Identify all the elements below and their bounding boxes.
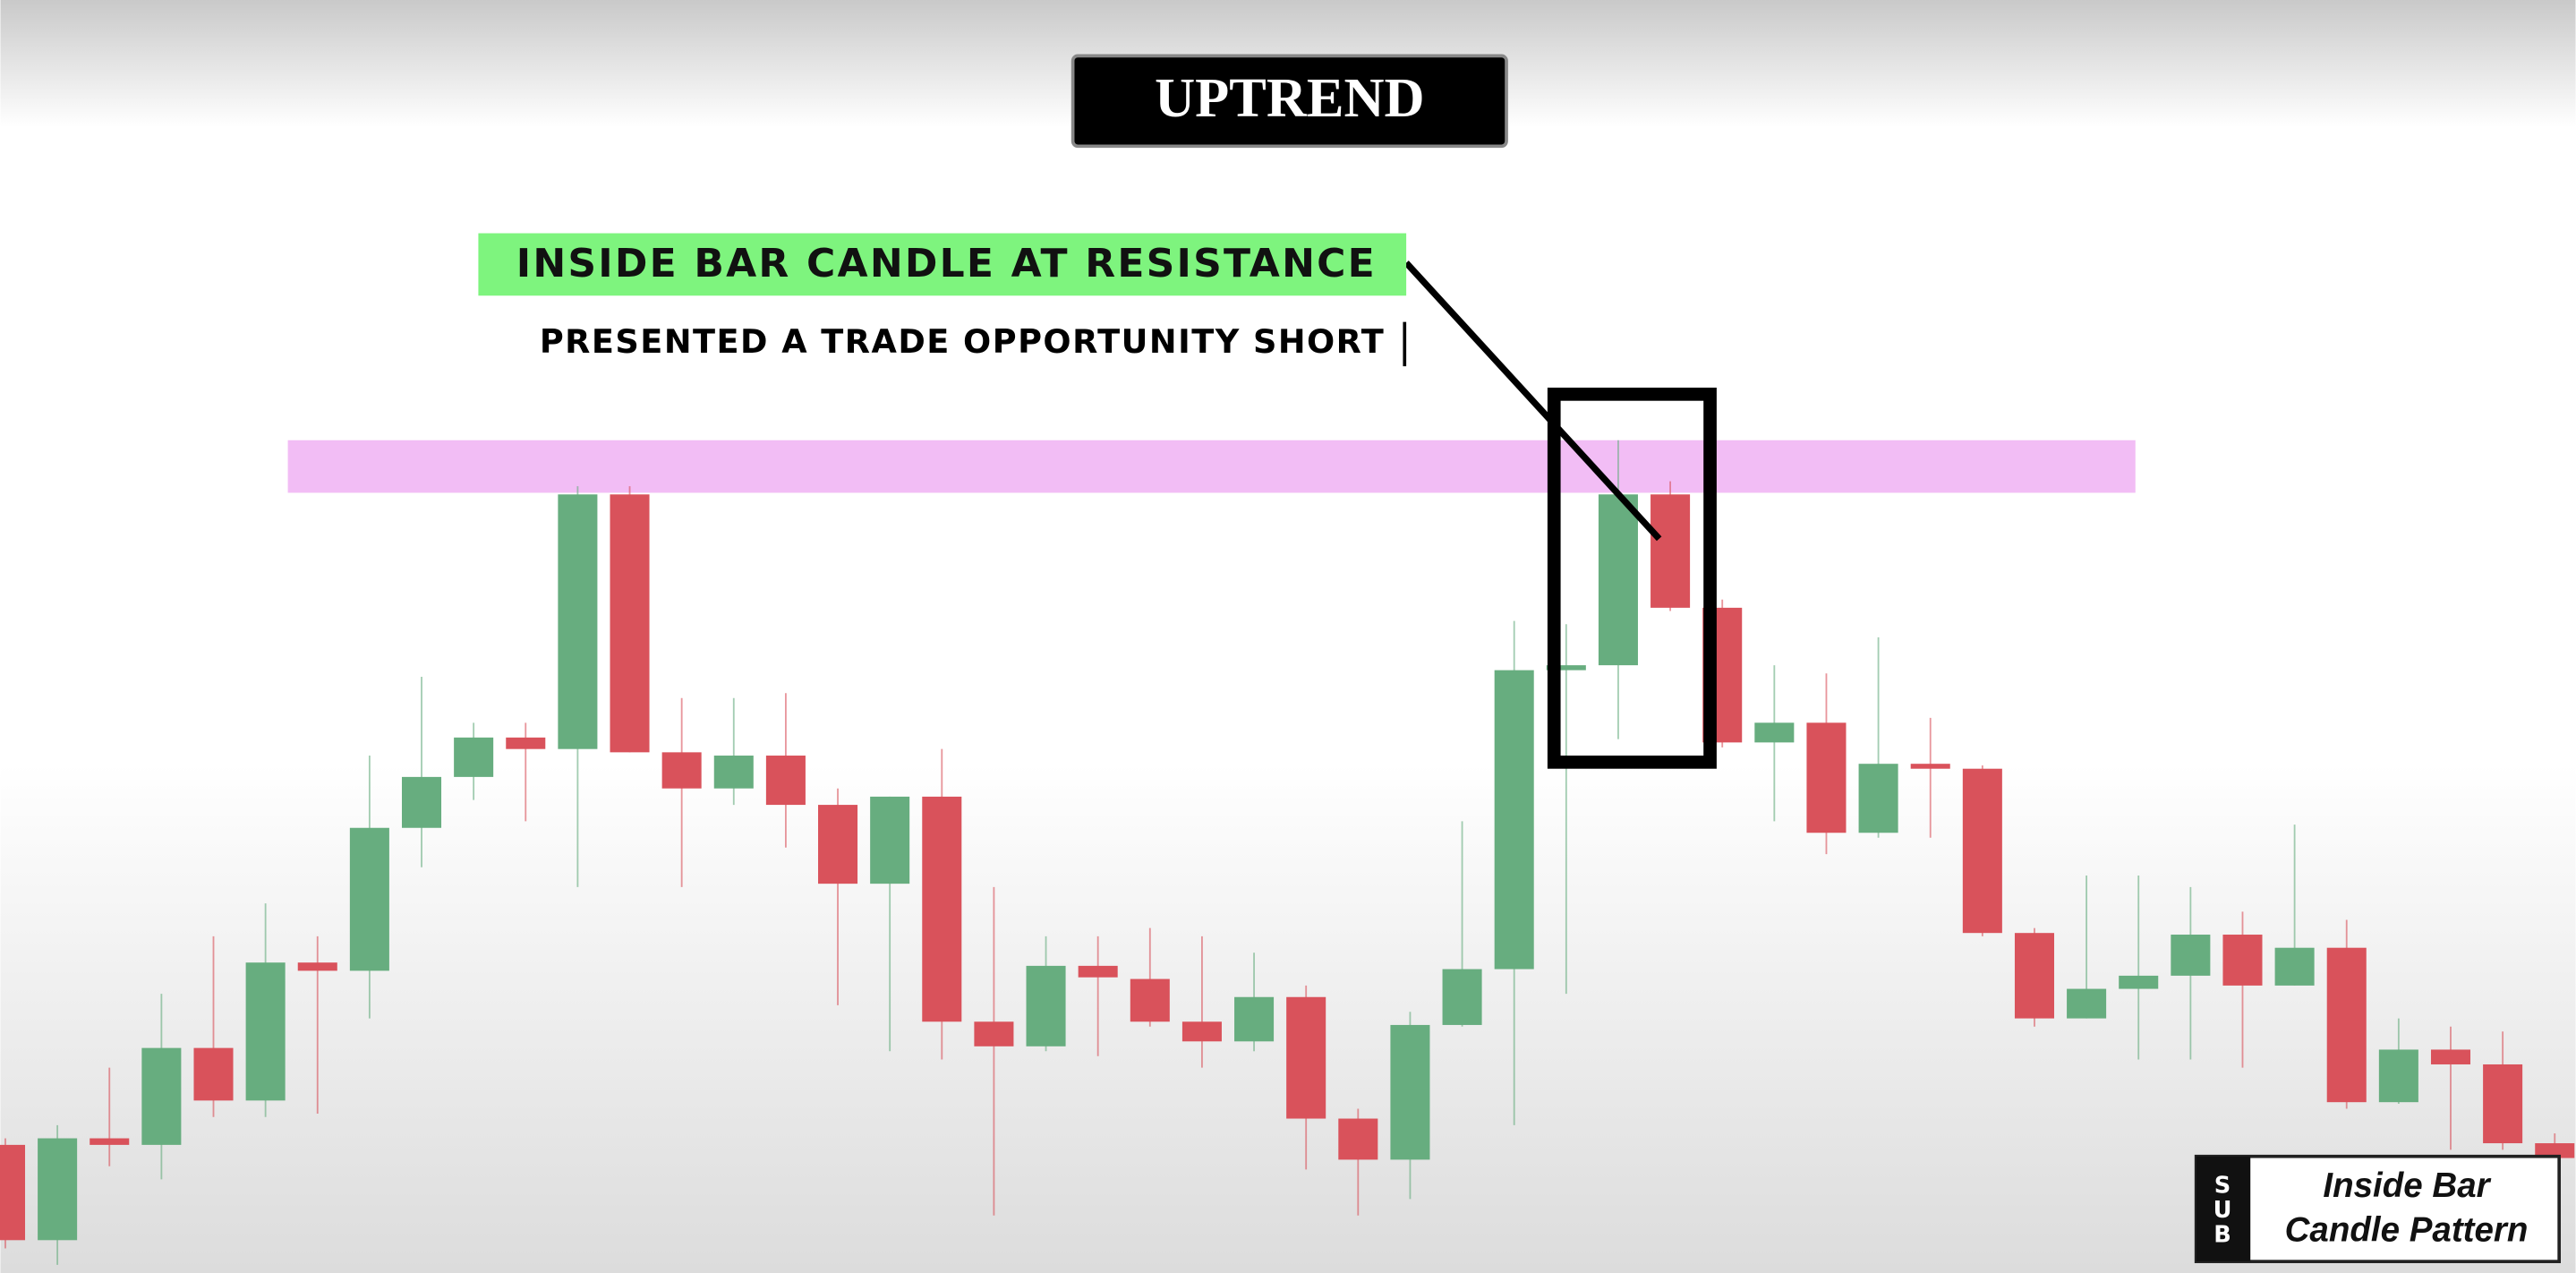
candle-body — [2014, 933, 2054, 1019]
logo-letter: U — [2213, 1197, 2232, 1224]
candle-body — [1078, 965, 1118, 978]
candle-body — [2222, 935, 2263, 986]
candle-body — [1234, 996, 1275, 1042]
candle-body — [1338, 1118, 1378, 1160]
candle-body — [454, 737, 494, 777]
candle-body — [610, 494, 650, 753]
annotation: INSIDE BAR CANDLE AT RESISTANCE — [516, 241, 1377, 286]
candle-body — [1546, 665, 1586, 671]
candle-body — [349, 827, 389, 971]
candle-body — [2326, 947, 2367, 1103]
candle-body — [2430, 1049, 2471, 1064]
annotation-box — [478, 233, 1407, 296]
candles — [0, 440, 2575, 1265]
candle-body — [245, 962, 286, 1101]
candle-body — [1130, 978, 1170, 1022]
candle-body — [1910, 764, 1950, 769]
candle-body — [818, 805, 858, 884]
candle-body — [2119, 975, 2159, 989]
candle-body — [1494, 670, 1534, 970]
subtitle: PRESENTED A TRADE OPPORTUNITY SHORT — [540, 322, 1385, 361]
candle-body — [1442, 969, 1482, 1025]
candle-body — [1598, 494, 1638, 666]
logo-caption: Inside Bar — [2323, 1166, 2491, 1205]
candle-body — [1286, 996, 1326, 1119]
chart-title: UPTREND — [1155, 67, 1425, 129]
candle-body — [1962, 768, 2002, 934]
candle-body — [506, 737, 546, 749]
candle-body — [1390, 1024, 1430, 1160]
logo-letter: B — [2213, 1221, 2231, 1248]
candle-body — [2535, 1143, 2575, 1158]
candle-body — [90, 1138, 130, 1145]
candle-body — [1806, 722, 1847, 833]
candle-body — [297, 962, 337, 971]
candle-body — [558, 494, 598, 749]
candle-body — [2067, 988, 2107, 1019]
logo-caption: Candle Pattern — [2285, 1210, 2529, 1249]
candle-body — [713, 756, 754, 789]
candle-body — [1651, 494, 1691, 608]
candle-body — [38, 1138, 78, 1241]
candle-body — [401, 776, 442, 828]
candle-body — [765, 756, 806, 806]
candle-body — [2483, 1064, 2523, 1144]
resistance-zone — [287, 440, 2136, 493]
candle-body — [0, 1144, 26, 1241]
title-box — [1070, 54, 1508, 149]
candle-body — [922, 796, 962, 1022]
logo-letter: S — [2214, 1172, 2231, 1199]
candle-body — [141, 1047, 182, 1145]
candle-body — [870, 796, 910, 884]
candle-body — [2378, 1049, 2418, 1103]
candle-body — [1026, 965, 1066, 1047]
candle-body — [2274, 947, 2315, 986]
candle-body — [2171, 935, 2211, 976]
pointer-line — [1403, 261, 1662, 542]
logo-bar — [2196, 1156, 2251, 1262]
candle-body — [193, 1047, 234, 1101]
candle-body — [1858, 764, 1898, 833]
highlight-box — [1547, 388, 1717, 769]
candle-body — [1754, 722, 1795, 743]
candle-body — [1181, 1021, 1222, 1042]
candle-body — [661, 752, 702, 789]
candle-body — [974, 1021, 1014, 1047]
